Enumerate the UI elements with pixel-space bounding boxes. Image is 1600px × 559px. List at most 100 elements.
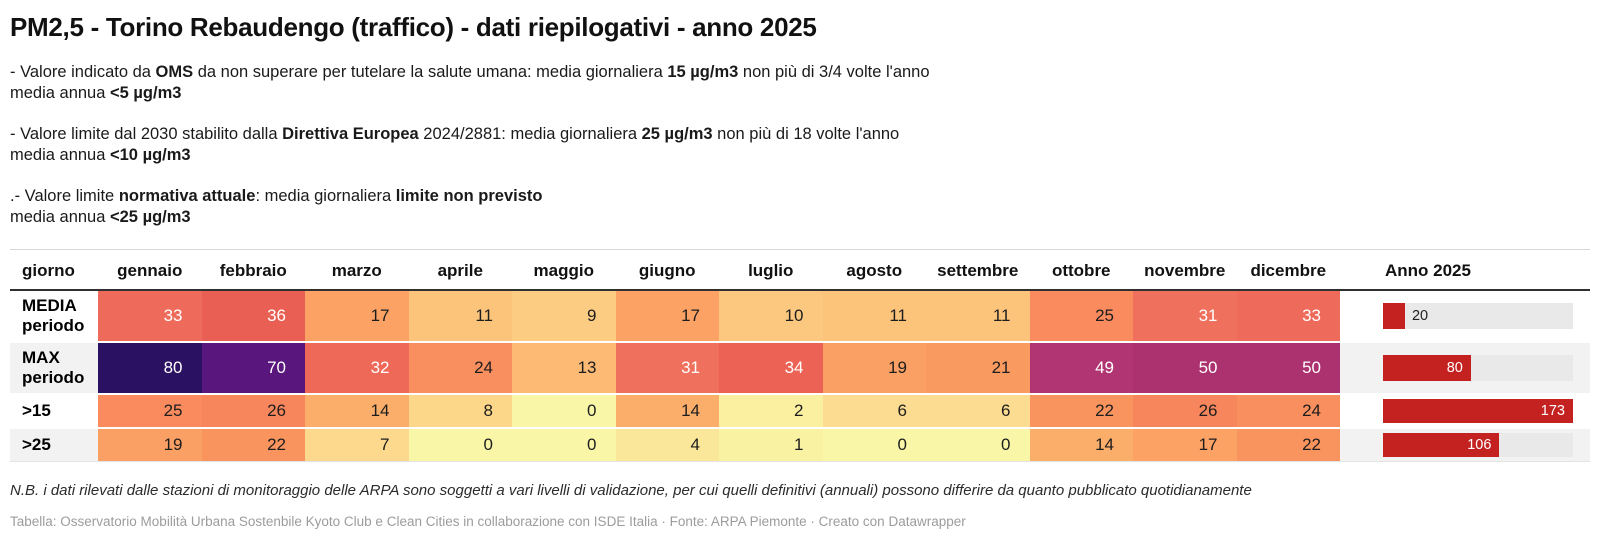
heatmap-cell: 17 (305, 291, 409, 343)
table-row: MEDIA periodo 33 36 17 11 9 17 10 11 11 25 31 33 20 (10, 291, 1590, 343)
heatmap-cell: 19 (822, 343, 926, 395)
description-text: - Valore indicato da (10, 63, 156, 81)
heatmap-cell: 0 (512, 395, 616, 429)
heatmap-cell: 9 (512, 291, 616, 343)
heatmap-cell: 6 (822, 395, 926, 429)
description-paragraph-2: - Valore limite dal 2030 stabilito dalla… (10, 124, 1590, 166)
heatmap-cell: 0 (822, 429, 926, 462)
heatmap-cell: 13 (512, 343, 616, 395)
description-text: - Valore limite dal 2030 stabilito dalla (10, 125, 283, 143)
heatmap-cell: 80 (98, 343, 202, 395)
column-header-aprile: aprile (408, 250, 512, 291)
heatmap-cell: 17 (615, 291, 719, 343)
row-label: MEDIA periodo (10, 291, 98, 343)
column-header-agosto: agosto (822, 250, 926, 291)
description-emphasis: <25 µg/m3 (110, 208, 191, 226)
bar-value-label: 20 (1411, 308, 1429, 324)
table-header: giorno gennaio febbraio marzo aprile maggio gi… (10, 250, 1590, 291)
heatmap-cell: 0 (512, 429, 616, 462)
description-text: 2024/2881: media giornaliera (418, 125, 642, 143)
description-emphasis: <5 µg/m3 (110, 84, 182, 102)
bar-value-label: 80 (1446, 360, 1463, 376)
description-block: - Valore indicato da OMS da non superare… (10, 62, 1590, 228)
bar-track: 173 (1383, 399, 1573, 423)
heatmap-cell: 31 (615, 343, 719, 395)
heatmap-cell: 25 (1029, 291, 1133, 343)
page-title: PM2,5 - Torino Rebaudengo (traffico) - d… (10, 12, 817, 42)
heatmap-cell: 34 (719, 343, 823, 395)
bar-track: 20 (1383, 303, 1573, 329)
heatmap-cell: 14 (1029, 429, 1133, 462)
heatmap-cell: 32 (305, 343, 409, 395)
heatmap-cell: 11 (408, 291, 512, 343)
column-header-maggio: maggio (512, 250, 616, 291)
annual-bar-cell: 20 (1340, 291, 1590, 343)
column-header-settembre: settembre (926, 250, 1030, 291)
bar-fill: 173 (1383, 399, 1573, 423)
column-header-ottobre: ottobre (1029, 250, 1133, 291)
description-paragraph-3: .- Valore limite normativa attuale: medi… (10, 186, 1590, 228)
heatmap-cell: 22 (1236, 429, 1340, 462)
pm25-summary-visualization: PM2,5 - Torino Rebaudengo (traffico) - d… (10, 12, 1590, 529)
header-row: giorno gennaio febbraio marzo aprile maggio gi… (10, 250, 1590, 291)
heatmap-cell: 33 (1236, 291, 1340, 343)
description-text: non più di 18 volte l'anno (712, 125, 900, 143)
column-header-giugno: giugno (615, 250, 719, 291)
description-text: media annua (10, 146, 110, 164)
description-text: da non superare per tutelare la salute u… (193, 63, 668, 81)
heatmap-cell: 4 (615, 429, 719, 462)
description-text: : media giornaliera (255, 187, 396, 205)
column-header-giorno: giorno (10, 250, 98, 291)
heatmap-cell: 14 (615, 395, 719, 429)
heatmap-cell: 0 (408, 429, 512, 462)
heatmap-cell: 6 (926, 395, 1030, 429)
row-label: >15 (10, 395, 98, 429)
row-label: MAX periodo (10, 343, 98, 395)
description-paragraph-1: - Valore indicato da OMS da non superare… (10, 62, 1590, 104)
column-header-febbraio: febbraio (201, 250, 305, 291)
heatmap-cell: 2 (719, 395, 823, 429)
annual-bar-cell: 173 (1340, 395, 1590, 429)
description-text: media annua (10, 84, 110, 102)
heatmap-cell: 1 (719, 429, 823, 462)
description-text: .- Valore limite (10, 187, 119, 205)
description-text: non più di 3/4 volte l'anno (738, 63, 930, 81)
bar-track: 80 (1383, 355, 1573, 381)
description-emphasis: normativa attuale (118, 187, 256, 205)
table-row: MAX periodo 80 70 32 24 13 31 34 19 21 49 50 50 80 (10, 343, 1590, 395)
description-emphasis: 15 µg/m3 (667, 63, 739, 81)
heatmap-cell: 8 (408, 395, 512, 429)
column-header-marzo: marzo (305, 250, 409, 291)
heatmap-cell: 36 (201, 291, 305, 343)
bar-track: 106 (1383, 433, 1573, 457)
column-header-luglio: luglio (719, 250, 823, 291)
heatmap-cell: 11 (926, 291, 1030, 343)
table-row: >25 19 22 7 0 0 4 1 0 0 14 17 22 106 (10, 429, 1590, 462)
heatmap-cell: 7 (305, 429, 409, 462)
heatmap-cell: 17 (1133, 429, 1237, 462)
heatmap-cell: 49 (1029, 343, 1133, 395)
heatmap-cell: 33 (98, 291, 202, 343)
column-header-gennaio: gennaio (98, 250, 202, 291)
heatmap-cell: 22 (1029, 395, 1133, 429)
column-header-anno-2025: Anno 2025 (1340, 250, 1590, 291)
row-label: >25 (10, 429, 98, 462)
description-text: media annua (10, 208, 110, 226)
heatmap-cell: 50 (1133, 343, 1237, 395)
bar-value-label: 106 (1467, 437, 1492, 453)
validation-note: N.B. i dati rilevati dalle stazioni di m… (10, 482, 1252, 499)
heatmap-cell: 26 (201, 395, 305, 429)
description-emphasis: limite non previsto (395, 187, 543, 205)
bar-fill (1383, 303, 1405, 329)
bar-fill: 106 (1383, 433, 1500, 457)
bar-fill: 80 (1383, 355, 1471, 381)
heatmap-cell: 21 (926, 343, 1030, 395)
description-emphasis: Direttiva Europea (282, 125, 419, 143)
heatmap-cell: 24 (1236, 395, 1340, 429)
heatmap-cell: 26 (1133, 395, 1237, 429)
table-body: MEDIA periodo 33 36 17 11 9 17 10 11 11 25 31 33 20 MA… (10, 291, 1590, 462)
heatmap-cell: 10 (719, 291, 823, 343)
heatmap-cell: 50 (1236, 343, 1340, 395)
description-emphasis: OMS (155, 63, 194, 81)
description-emphasis: <10 µg/m3 (110, 146, 191, 164)
